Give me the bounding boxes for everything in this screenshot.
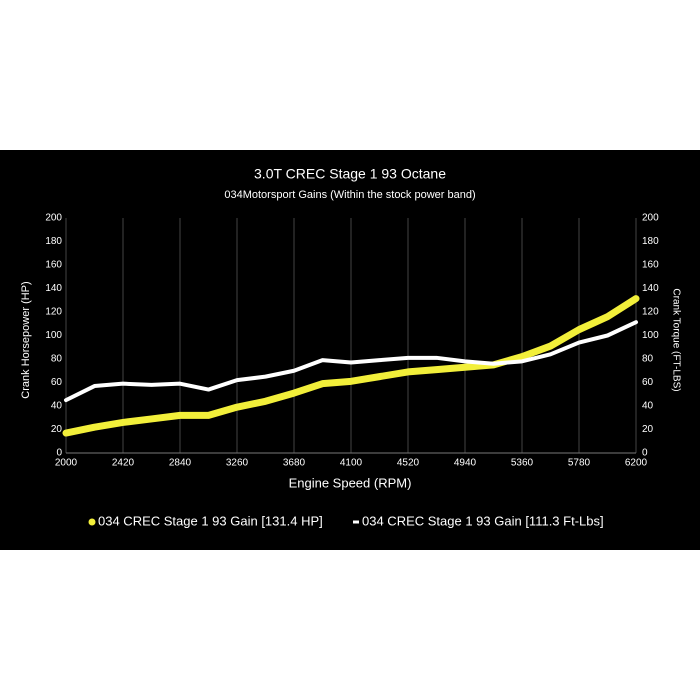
x-tick-label: 2840 <box>169 458 192 469</box>
y-axis-title: Crank Horsepower (HP) <box>20 281 32 398</box>
y-tick-label: 80 <box>51 354 63 365</box>
chart-subtitle: 034Motorsport Gains (Within the stock po… <box>224 189 475 201</box>
series-line <box>62 295 640 437</box>
y2-tick-label: 60 <box>642 377 654 388</box>
x-tick-label: 5360 <box>511 458 534 469</box>
y2-tick-label: 180 <box>642 236 659 247</box>
x-tick-label: 4940 <box>454 458 477 469</box>
y-tick-label: 200 <box>45 213 62 224</box>
y2-tick-label: 100 <box>642 330 659 341</box>
y-tick-label: 160 <box>45 260 62 271</box>
x-tick-label: 4100 <box>340 458 363 469</box>
x-tick-label: 2420 <box>112 458 135 469</box>
y2-tick-label: 160 <box>642 260 659 271</box>
x-tick-label: 3260 <box>226 458 249 469</box>
x-tick-label: 2000 <box>55 458 78 469</box>
y2-tick-label: 120 <box>642 307 659 318</box>
x-axis-title: Engine Speed (RPM) <box>289 475 412 490</box>
y-tick-label: 180 <box>45 236 62 247</box>
x-tick-label: 4520 <box>397 458 420 469</box>
series-line <box>64 320 638 403</box>
x-tick-label: 6200 <box>625 458 648 469</box>
x-tick-label: 5780 <box>568 458 591 469</box>
y2-axis-title: Crank Torque (FT-LBS) <box>670 288 681 391</box>
y-tick-label: 120 <box>45 307 62 318</box>
chart-background <box>0 150 700 550</box>
y-tick-label: 60 <box>51 377 63 388</box>
y-tick-label: 0 <box>56 448 62 459</box>
y2-tick-label: 40 <box>642 401 654 412</box>
x-tick-label: 3680 <box>283 458 306 469</box>
legend-label: 034 CREC Stage 1 93 Gain [131.4 HP] <box>98 513 323 528</box>
y2-tick-label: 140 <box>642 283 659 294</box>
y2-tick-label: 80 <box>642 354 654 365</box>
legend-marker <box>88 518 96 526</box>
y2-tick-label: 20 <box>642 424 654 435</box>
y-tick-label: 100 <box>45 330 62 341</box>
legend-label: 034 CREC Stage 1 93 Gain [111.3 Ft-Lbs] <box>362 513 604 528</box>
y2-tick-label: 0 <box>642 448 648 459</box>
y-tick-label: 140 <box>45 283 62 294</box>
y-tick-label: 20 <box>51 424 63 435</box>
y2-tick-label: 200 <box>642 213 659 224</box>
chart-title: 3.0T CREC Stage 1 93 Octane <box>254 166 446 182</box>
y-tick-label: 40 <box>51 401 63 412</box>
